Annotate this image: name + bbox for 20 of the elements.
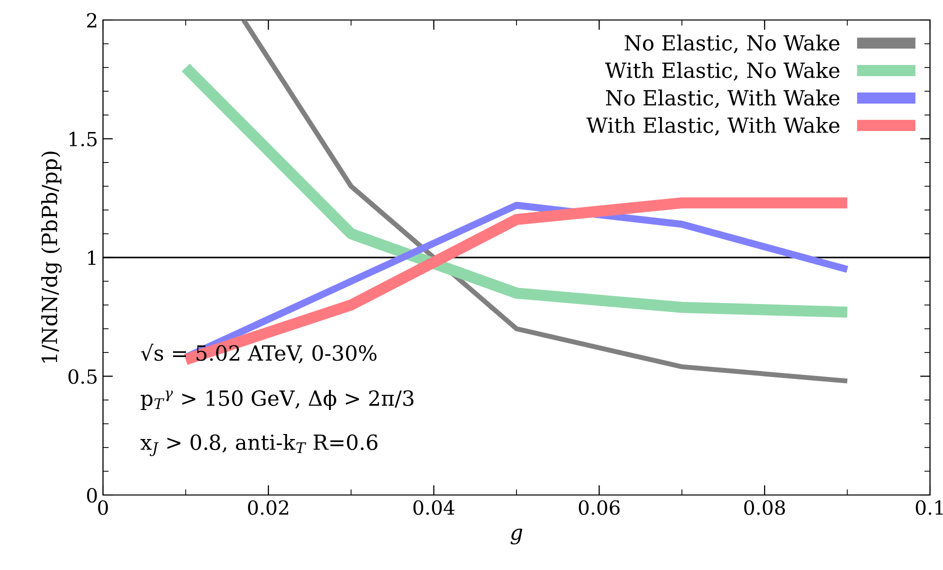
- y-tick-label: 1.5: [70, 132, 97, 146]
- x-tick-label: 0.02: [248, 500, 288, 515]
- x-tick-label: 0: [98, 500, 108, 515]
- x-tick-label: 0.08: [744, 500, 785, 515]
- annotation: √s = 5.02 ATeV, 0-30%: [140, 344, 376, 364]
- x-tick-label: 0.04: [413, 500, 454, 515]
- y-tick-label: 1: [88, 250, 96, 265]
- x-tick-label: 0.1: [916, 500, 943, 515]
- annotation: p$_{T}$$^{γ}$ > 150 GeV, Δϕ > 2π/3: [140, 390, 414, 410]
- legend-label: With Elastic, With Wake: [586, 116, 840, 136]
- legend-label: With Elastic, No Wake: [605, 62, 840, 81]
- x-axis-title: g: [510, 528, 522, 544]
- y-tick-label: 0: [87, 488, 97, 503]
- legend-label: No Elastic, No Wake: [624, 34, 840, 54]
- x-tick-label: 0.06: [578, 500, 620, 515]
- y-axis-title: 1/NdN/dg (PbPb/pp): [41, 152, 62, 362]
- legend-label: No Elastic, With Wake: [606, 89, 840, 108]
- y-tick-label: 0.5: [68, 369, 97, 384]
- y-tick-label: 2: [87, 12, 96, 28]
- annotation: x$_{J}$ > 0.8, anti-k$_{T}$ R=0.6: [140, 434, 378, 456]
